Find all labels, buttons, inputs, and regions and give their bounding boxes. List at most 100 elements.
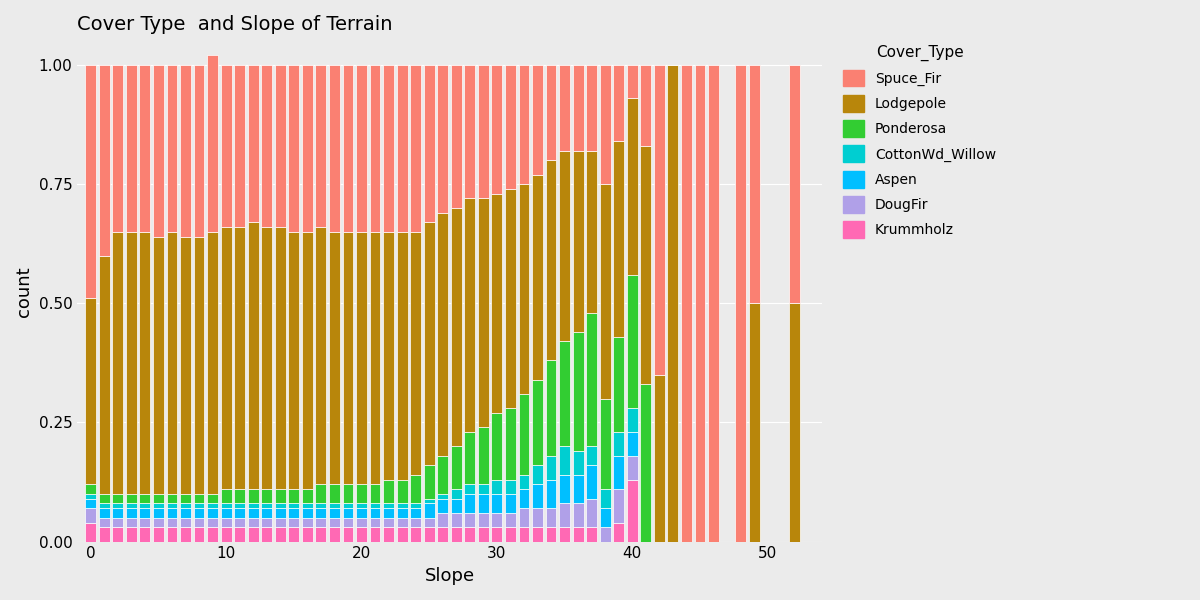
Bar <box>275 527 286 542</box>
Bar <box>221 508 232 518</box>
Bar <box>572 503 583 527</box>
Bar <box>790 65 800 303</box>
Bar <box>139 508 150 518</box>
Bar <box>695 65 706 542</box>
Bar <box>505 513 516 527</box>
Bar <box>478 427 488 484</box>
Bar <box>613 489 624 523</box>
Bar <box>221 65 232 227</box>
Bar <box>397 503 408 508</box>
Bar <box>342 232 353 484</box>
Bar <box>546 479 557 508</box>
Bar <box>410 508 421 518</box>
Bar <box>262 508 272 518</box>
Bar <box>464 513 475 527</box>
Bar <box>370 503 380 508</box>
Bar <box>600 508 611 527</box>
Bar <box>342 65 353 232</box>
Bar <box>356 518 367 527</box>
Bar <box>234 518 245 527</box>
Bar <box>613 141 624 337</box>
Bar <box>451 446 462 489</box>
Bar <box>262 527 272 542</box>
Bar <box>464 432 475 484</box>
Bar <box>180 494 191 503</box>
Bar <box>262 503 272 508</box>
Bar <box>437 213 448 456</box>
Bar <box>113 508 124 518</box>
Bar <box>654 65 665 375</box>
Bar <box>193 494 204 503</box>
Bar <box>532 508 542 527</box>
Bar <box>234 489 245 503</box>
Bar <box>613 523 624 542</box>
Bar <box>641 146 652 384</box>
Bar <box>572 151 583 332</box>
Bar <box>492 413 503 479</box>
Bar <box>193 518 204 527</box>
Bar <box>532 466 542 484</box>
Bar <box>85 65 96 298</box>
Bar <box>152 518 164 527</box>
X-axis label: Slope: Slope <box>425 567 474 585</box>
Bar <box>587 151 598 313</box>
Bar <box>152 236 164 494</box>
Bar <box>424 527 434 542</box>
Bar <box>275 489 286 503</box>
Bar <box>342 527 353 542</box>
Bar <box>626 98 637 275</box>
Bar <box>193 527 204 542</box>
Legend: Spuce_Fir, Lodgepole, Ponderosa, CottonWd_Willow, Aspen, DougFir, Krummholz: Spuce_Fir, Lodgepole, Ponderosa, CottonW… <box>836 38 1003 245</box>
Bar <box>451 527 462 542</box>
Bar <box>626 65 637 98</box>
Bar <box>247 503 258 508</box>
Bar <box>370 527 380 542</box>
Bar <box>667 65 678 542</box>
Bar <box>85 499 96 508</box>
Bar <box>329 484 340 503</box>
Bar <box>167 508 178 518</box>
Bar <box>518 527 529 542</box>
Bar <box>546 456 557 479</box>
Bar <box>383 508 394 518</box>
Bar <box>356 508 367 518</box>
Bar <box>356 527 367 542</box>
Bar <box>397 232 408 479</box>
Bar <box>98 494 109 503</box>
Bar <box>424 499 434 503</box>
Bar <box>518 184 529 394</box>
Bar <box>572 65 583 151</box>
Bar <box>208 508 218 518</box>
Bar <box>234 503 245 508</box>
Bar <box>329 65 340 232</box>
Bar <box>424 466 434 499</box>
Bar <box>208 55 218 232</box>
Bar <box>587 499 598 527</box>
Bar <box>613 432 624 456</box>
Bar <box>208 494 218 503</box>
Bar <box>410 518 421 527</box>
Bar <box>532 380 542 466</box>
Bar <box>626 479 637 542</box>
Bar <box>451 489 462 499</box>
Bar <box>424 503 434 518</box>
Bar <box>410 503 421 508</box>
Bar <box>316 508 326 518</box>
Bar <box>275 65 286 227</box>
Bar <box>383 232 394 479</box>
Bar <box>221 527 232 542</box>
Bar <box>113 494 124 503</box>
Bar <box>167 232 178 494</box>
Bar <box>302 503 313 508</box>
Bar <box>221 489 232 503</box>
Bar <box>126 527 137 542</box>
Bar <box>262 65 272 227</box>
Bar <box>302 232 313 489</box>
Bar <box>167 494 178 503</box>
Bar <box>288 489 299 503</box>
Bar <box>478 494 488 513</box>
Bar <box>193 508 204 518</box>
Bar <box>559 503 570 527</box>
Bar <box>126 65 137 232</box>
Bar <box>587 313 598 446</box>
